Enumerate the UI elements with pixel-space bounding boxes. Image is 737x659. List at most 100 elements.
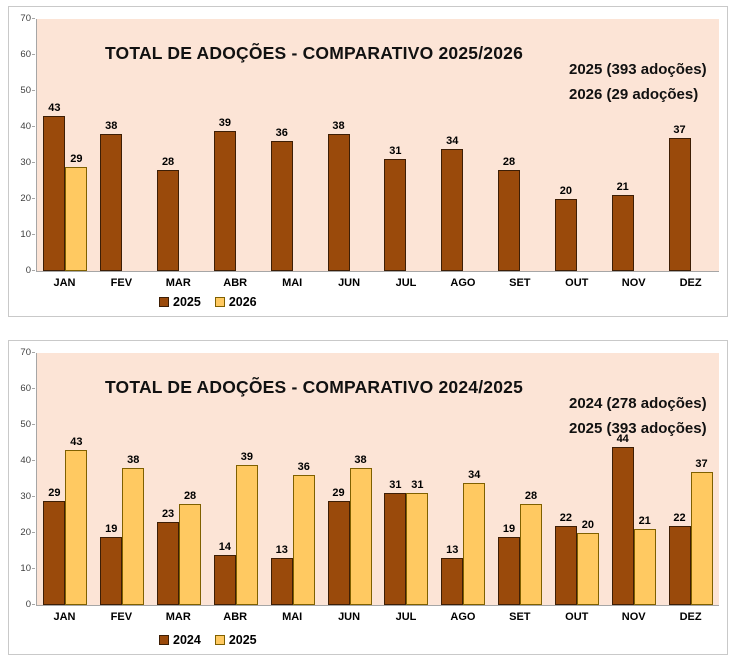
- y-axis: 0 10 20 30 40 50 60 70: [9, 348, 35, 610]
- bar-value-label: 22: [559, 511, 572, 524]
- x-axis-label-jun: JUN: [338, 277, 361, 289]
- bar-value-label: 36: [275, 127, 288, 140]
- legend-swatch-icon: [214, 297, 225, 307]
- y-tick-label: 10: [20, 563, 31, 574]
- y-tick-label: 30: [20, 491, 31, 502]
- bar-value-label: 44: [616, 432, 629, 445]
- month-group-jan: 29 43: [37, 353, 94, 605]
- y-tick-label: 70: [20, 347, 31, 358]
- month-group-jun: 29 38: [321, 353, 378, 605]
- bar-value-label: 36: [297, 461, 310, 474]
- bar-value-label: 23: [161, 508, 175, 521]
- bar-slot: 28: [179, 490, 202, 605]
- y-tick-mark: [32, 126, 35, 127]
- plot-area: 29 43 19 38 23 28 14 39 13 36 29 38 31 31 13 34 19 28 22 20…: [36, 353, 719, 606]
- bar-slot: 29: [43, 487, 66, 605]
- y-axis: 0 10 20 30 40 50 60 70: [9, 14, 35, 276]
- month-group-fev: 19 38: [94, 353, 151, 605]
- y-tick-label: 50: [20, 85, 31, 96]
- annotation-line: 2026 (29 adoções): [569, 86, 699, 103]
- month-group-mar: 28: [151, 19, 208, 271]
- y-tick-mark: [32, 90, 35, 91]
- legend-entry-2024: 2024: [159, 633, 201, 647]
- bar-value-label: 28: [524, 490, 538, 503]
- bar-2024-jun: [327, 500, 350, 605]
- bar-value-label: 19: [105, 522, 118, 535]
- x-axis-labels: JAN FEV MAR ABR MAI JUN JUL AGO SET OUT NOV DEZ: [36, 277, 719, 289]
- bar-slot: 36: [270, 127, 293, 271]
- x-axis-label-fev: FEV: [110, 277, 133, 289]
- bar-2024-mar: [157, 522, 180, 605]
- x-axis-label-nov: NOV: [621, 611, 646, 623]
- bar-slot: 28: [520, 490, 543, 605]
- x-axis-label-mar: MAR: [165, 611, 191, 623]
- bar-2025-out: [576, 533, 599, 605]
- y-tick-label: 40: [20, 455, 31, 466]
- month-group-jul: 31 31: [378, 353, 435, 605]
- y-tick-mark: [32, 352, 35, 353]
- month-group-set: 19 28: [492, 353, 549, 605]
- bar-value-label: 38: [105, 120, 118, 133]
- y-tick-label: 0: [25, 599, 31, 610]
- x-axis-label-jan: JAN: [53, 277, 76, 289]
- bar-value-label: 38: [332, 120, 345, 133]
- bar-value-label: 31: [389, 145, 402, 158]
- x-axis-label-jul: JUL: [395, 611, 417, 623]
- bar-2024-nov: [611, 446, 634, 605]
- x-axis-label-out: OUT: [565, 611, 589, 623]
- bar-slot: 38: [327, 120, 350, 271]
- bar-2025-fev: [122, 468, 145, 605]
- x-axis-label-ago: AGO: [450, 611, 476, 623]
- y-tick-mark: [32, 18, 35, 19]
- bar-2024-out: [554, 525, 577, 605]
- legend: 2025 2026: [159, 295, 257, 309]
- bar-2025-jun: [327, 134, 350, 271]
- legend-entry-2026: 2026: [214, 295, 257, 309]
- legend-swatch-icon: [159, 635, 169, 645]
- month-group-dez: 22 37: [662, 353, 719, 605]
- bar-slot: 31: [406, 479, 429, 605]
- x-axis-label-jul: JUL: [395, 277, 417, 289]
- x-axis-label-jan: JAN: [53, 611, 76, 623]
- month-group-nov: 44 21: [605, 353, 662, 605]
- y-tick-mark: [32, 234, 35, 235]
- bar-2024-mai: [270, 558, 293, 605]
- y-tick-mark: [32, 270, 35, 271]
- bar-value-label: 38: [354, 454, 367, 467]
- bar-slot: 22: [554, 511, 577, 605]
- x-axis-label-set: SET: [509, 277, 531, 289]
- month-group-mai: 36: [264, 19, 321, 271]
- bar-slot: 34: [441, 135, 464, 271]
- y-tick-mark: [32, 198, 35, 199]
- legend: 2024 2025: [159, 633, 257, 647]
- chart-annotation: 2025 (393 adoções) 2026 (29 adoções): [569, 57, 707, 107]
- x-axis-label-mai: MAI: [282, 277, 303, 289]
- bar-2025-jan: [65, 450, 88, 605]
- month-group-out: 20: [548, 19, 605, 271]
- y-tick-mark: [32, 460, 35, 461]
- bar-slot: 29: [327, 487, 350, 605]
- month-group-ago: 34: [435, 19, 492, 271]
- bar-value-label: 13: [275, 544, 288, 557]
- bar-value-label: 19: [502, 522, 516, 535]
- bar-2024-ago: [441, 558, 464, 605]
- bar-slot: 19: [498, 522, 521, 605]
- bar-2024-abr: [213, 554, 236, 605]
- bar-2025-ago: [463, 482, 486, 605]
- y-tick-label: 50: [20, 419, 31, 430]
- plot-area: 43 29 38 28 39 36 38 31 34 28 20 21 37: [36, 19, 719, 272]
- y-tick-mark: [32, 388, 35, 389]
- bar-value-label: 31: [411, 479, 424, 492]
- legend-label: 2025: [173, 295, 201, 309]
- y-tick-label: 20: [20, 193, 31, 204]
- month-group-mai: 13 36: [264, 353, 321, 605]
- bar-slot: 38: [100, 120, 123, 271]
- bar-value-label: 13: [446, 544, 459, 557]
- month-group-jul: 31: [378, 19, 435, 271]
- bar-slot: 29: [65, 153, 88, 271]
- month-group-fev: 38: [94, 19, 151, 271]
- y-tick-mark: [32, 568, 35, 569]
- bar-value-label: 28: [161, 156, 175, 169]
- y-tick-mark: [32, 424, 35, 425]
- y-tick-mark: [32, 604, 35, 605]
